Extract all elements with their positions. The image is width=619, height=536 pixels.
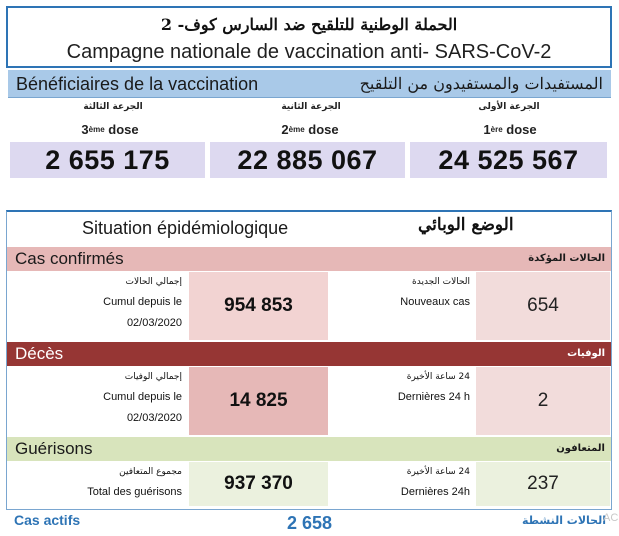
deaths-label-ar: الوفيات <box>567 348 605 359</box>
dose1-value: 24 525 567 <box>410 142 607 178</box>
recoveries-new-value: 237 <box>476 462 610 506</box>
confirmed-new-value: 654 <box>476 272 610 340</box>
active-cases-label-fr: Cas actifs <box>14 512 81 528</box>
confirmed-cumul-label: إجمالي الحالات Cumul depuis le 02/03/202… <box>103 277 182 329</box>
active-cases-value: 2 658 <box>287 513 333 533</box>
epidemiology-title-ar: الوضع الوبائي <box>418 215 514 235</box>
header-box: الحملة الوطنية للتلقيح ضد السارس كوف- 2 … <box>6 6 612 68</box>
recoveries-cumul-value: 937 370 <box>189 462 328 506</box>
dose2-value: 22 885 067 <box>210 142 405 178</box>
recoveries-label-ar: المتعافون <box>556 443 605 454</box>
deaths-new-value: 2 <box>476 367 610 435</box>
beneficiaries-label-ar: المستفيدات والمستفيدون من التلقيح <box>359 74 603 93</box>
deaths-cumul-label: إجمالي الوفيات Cumul depuis le 02/03/202… <box>103 372 182 424</box>
deaths-new-label: 24 ساعة الأخيرة Dernières 24 h <box>397 372 470 403</box>
recoveries-cumul-label: مجموع المتعافين Total des guérisons <box>87 467 182 498</box>
beneficiaries-label-fr: Bénéficiaires de la vaccination <box>16 74 259 94</box>
confirmed-new-label: الحالات الجديدة Nouveaux cas <box>400 277 470 308</box>
dose1-label-fr: 1 ère dose <box>483 121 537 137</box>
watermark: AC <box>603 512 619 524</box>
confirmed-label-ar: الحالات المؤكدة <box>528 253 605 264</box>
deaths-cumul-value: 14 825 <box>189 367 328 435</box>
recoveries-band: Guérisons المتعافون <box>7 437 611 461</box>
title-arabic: الحملة الوطنية للتلقيح ضد السارس كوف- 2 <box>160 14 458 34</box>
epidemiology-title-fr: Situation épidémiologique <box>82 218 289 238</box>
confirmed-label-fr: Cas confirmés <box>15 249 124 268</box>
dose2-label-fr: 2 ème dose <box>281 121 339 137</box>
recoveries-new-label: 24 ساعة الأخيرة Dernières 24h <box>400 467 470 498</box>
deaths-label-fr: Décès <box>15 344 64 363</box>
dose1-label-ar: الجرعة الأولى <box>478 102 540 112</box>
dose3-label-fr: 3 ème dose <box>81 121 139 137</box>
dose2-label-ar: الجرعة الثانية <box>281 102 341 112</box>
title-french: Campagne nationale de vaccination anti- … <box>66 40 552 63</box>
beneficiaries-band: Bénéficiaires de la vaccination المستفيد… <box>8 70 611 98</box>
confirmed-cumul-value: 954 853 <box>189 272 328 340</box>
dose3-value: 2 655 175 <box>10 142 205 178</box>
deaths-band: Décès الوفيات <box>7 342 611 366</box>
active-cases-label-ar: الحالات النشطة <box>522 514 607 527</box>
epidemiology-table <box>6 210 612 510</box>
recoveries-label-fr: Guérisons <box>15 439 93 458</box>
dose3-label-ar: الجرعة الثالثة <box>83 102 143 112</box>
confirmed-band: Cas confirmés الحالات المؤكدة <box>7 247 611 271</box>
